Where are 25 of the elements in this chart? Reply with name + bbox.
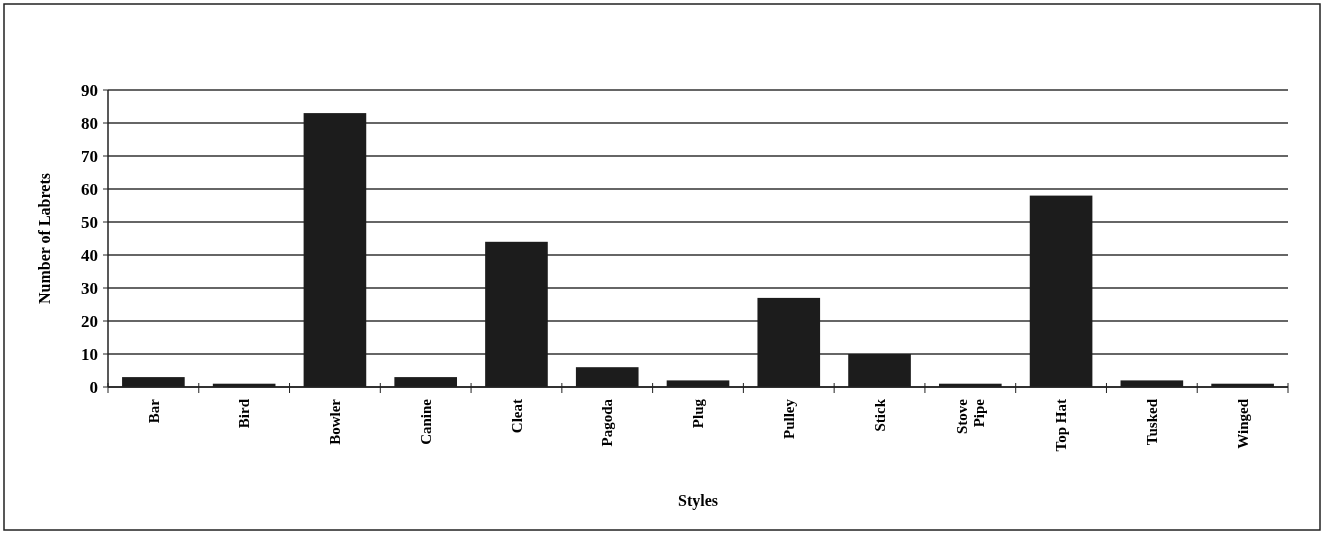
y-tick-label: 10	[81, 344, 98, 364]
x-tick-label: Bowler	[327, 398, 344, 445]
x-axis-title: Styles	[678, 492, 718, 510]
x-tick-label: Plug	[690, 398, 707, 429]
y-tick-label: 20	[81, 311, 98, 331]
x-tick-label: Top Hat	[1053, 399, 1070, 452]
x-tick-label: Tusked	[1144, 398, 1161, 446]
x-tick-label: Cleat	[508, 399, 525, 434]
y-tick-label: 40	[81, 245, 98, 265]
x-tick-label: Pulley	[781, 398, 798, 439]
y-tick-label: 50	[81, 212, 98, 232]
x-tick-label: Canine	[417, 398, 434, 445]
x-tick-label: Bird	[236, 398, 253, 429]
y-tick-label: 30	[81, 278, 98, 298]
y-tick-label: 90	[81, 80, 98, 100]
y-tick-label: 0	[89, 377, 98, 397]
y-tick-label: 60	[81, 179, 98, 199]
x-tick-label: Pagoda	[599, 398, 616, 447]
y-axis-title: Number of Labrets	[36, 173, 53, 304]
x-tick-label: Stove Pipe	[954, 398, 988, 434]
x-tick-label: Winged	[1234, 398, 1251, 449]
x-tick-label: Bar	[145, 398, 162, 424]
y-tick-label: 70	[81, 146, 98, 166]
y-tick-label: 80	[81, 113, 98, 133]
x-tick-label: Stick	[871, 398, 888, 432]
